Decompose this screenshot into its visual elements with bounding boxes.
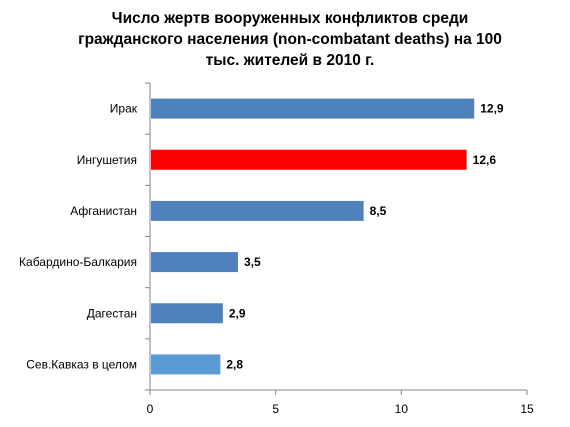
value-label: 12,6 xyxy=(473,153,497,167)
bar xyxy=(151,354,221,375)
chart-bars xyxy=(151,98,475,375)
chart-title-line: Число жертв вооруженных конфликтов среди xyxy=(111,10,469,27)
chart-axes xyxy=(145,82,528,395)
value-label: 2,9 xyxy=(229,306,246,320)
bar xyxy=(151,303,223,324)
category-label: Афганистан xyxy=(70,204,137,218)
chart-title-line: тыс. жителей в 2010 г. xyxy=(205,52,375,69)
bar xyxy=(151,252,238,273)
bar xyxy=(151,98,475,119)
chart-title: Число жертв вооруженных конфликтов среди… xyxy=(60,8,520,71)
category-label: Кабардино-Балкария xyxy=(19,255,137,269)
bar xyxy=(151,200,364,221)
category-label: Сев.Кавказ в целом xyxy=(26,357,137,371)
category-label: Ингушетия xyxy=(77,153,137,167)
value-label: 8,5 xyxy=(370,204,387,218)
value-label: 3,5 xyxy=(244,255,261,269)
x-tick-label: 5 xyxy=(272,402,279,416)
bar xyxy=(151,149,467,170)
value-label: 12,9 xyxy=(480,102,504,116)
value-label: 2,8 xyxy=(226,357,243,371)
category-label: Дагестан xyxy=(87,306,137,320)
x-tick-label: 15 xyxy=(520,402,534,416)
chart-title-line: гражданского населения (non-combatant de… xyxy=(78,31,502,48)
category-label: Ирак xyxy=(110,102,138,116)
x-tick-label: 0 xyxy=(147,402,154,416)
x-tick-label: 10 xyxy=(395,402,409,416)
chart-labels: 0 5 10 15 Ирак 12,9 Ингушетия 12,6 Афганистан 8,5… xyxy=(19,102,534,416)
